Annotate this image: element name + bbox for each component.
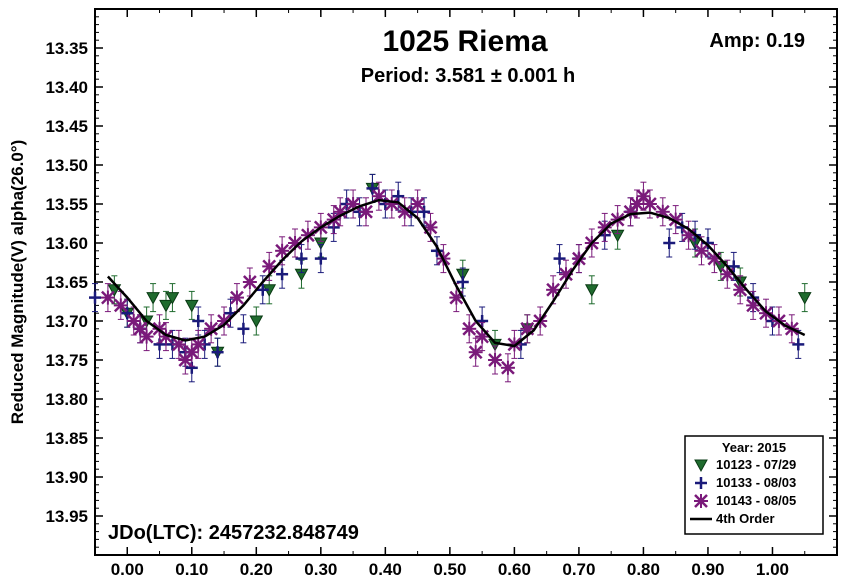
x-tick-label: 0.70	[562, 560, 595, 579]
data-point	[229, 290, 244, 305]
data-point	[500, 360, 515, 375]
data-point	[629, 197, 644, 211]
series-2	[100, 181, 799, 383]
legend-label: 10123 - 07/29	[716, 457, 796, 472]
data-point	[694, 243, 709, 258]
y-tick-label: 13.45	[45, 117, 88, 136]
legend-swatch	[695, 477, 707, 489]
x-tick-label: 1.00	[756, 560, 789, 579]
data-point	[358, 204, 373, 219]
data-point	[113, 298, 128, 313]
x-tick-label: 0.80	[627, 560, 660, 579]
chart-title: 1025 Riema	[382, 25, 547, 58]
x-tick-label: 0.20	[240, 560, 273, 579]
data-point	[262, 259, 277, 274]
data-point	[242, 275, 257, 289]
data-layer	[89, 173, 812, 383]
y-tick-label: 13.95	[45, 507, 88, 526]
legend-swatch	[694, 459, 708, 473]
legend-box	[684, 435, 824, 535]
y-tick-label: 13.65	[45, 273, 88, 292]
data-point	[392, 190, 405, 203]
data-point	[276, 268, 289, 281]
data-point	[488, 353, 503, 367]
jd-label: JDo(LTC): 2457232.848749	[108, 522, 359, 544]
fit-layer	[106, 198, 806, 348]
data-point	[727, 260, 740, 273]
y-tick-label: 13.35	[45, 39, 88, 58]
data-point	[642, 197, 657, 211]
amplitude-label: Amp: 0.19	[709, 30, 805, 52]
x-tick-label: 0.40	[369, 560, 402, 579]
x-tick-label: 0.60	[498, 560, 531, 579]
data-point	[792, 338, 805, 351]
data-point	[100, 290, 115, 305]
data-point	[384, 197, 399, 211]
data-point	[314, 252, 327, 265]
data-point	[759, 306, 774, 321]
y-axis: 13.35 13.40 13.45 13.50 13.55 13.60 13.65 13.70…	[45, 8, 837, 556]
x-tick-label: 0.50	[433, 560, 466, 579]
data-point	[746, 298, 761, 313]
x-tick-label: 0.00	[111, 560, 144, 579]
data-point	[249, 315, 264, 329]
data-point	[139, 329, 154, 344]
data-point	[584, 284, 599, 297]
data-point	[192, 315, 205, 327]
data-point	[597, 220, 612, 235]
data-point	[159, 299, 173, 313]
data-point	[468, 345, 483, 360]
legend-label: 10133 - 08/03	[716, 475, 796, 490]
data-point	[456, 276, 469, 288]
legend: Year: 2015 10123 - 07/29 10133 - 08/03 101…	[684, 435, 824, 535]
data-point	[423, 220, 438, 235]
data-point	[553, 252, 566, 265]
legend-label: 10143 - 08/05	[716, 493, 796, 508]
data-point	[475, 329, 490, 344]
data-point	[295, 252, 308, 265]
data-point	[462, 321, 477, 336]
y-tick-label: 13.40	[45, 78, 88, 97]
x-tick-label: 0.90	[691, 560, 724, 579]
data-point	[520, 321, 535, 336]
x-axis: 0.00 0.10 0.20 0.30 0.40 0.50 0.60 0.70 0.80 0.90…	[94, 9, 838, 579]
y-tick-label: 13.70	[45, 312, 88, 331]
data-point	[256, 283, 269, 296]
x-tick-label: 0.10	[175, 560, 208, 579]
data-point	[797, 292, 812, 305]
y-tick-label: 13.60	[45, 234, 88, 253]
fit-curve	[106, 198, 806, 348]
legend-title: Year: 2015	[722, 440, 786, 455]
data-point	[733, 282, 748, 297]
legend-swatch	[694, 494, 708, 508]
data-point	[191, 337, 206, 352]
legend-label: 4th Order	[716, 511, 775, 526]
data-point	[89, 291, 101, 304]
y-tick-label: 13.50	[45, 156, 88, 175]
y-tick-label: 13.75	[45, 351, 88, 370]
y-tick-label: 13.55	[45, 195, 88, 214]
data-point	[121, 307, 134, 320]
data-point	[165, 292, 180, 305]
data-point	[237, 322, 250, 335]
y-axis-label: Reduced Magnitude(V) alpha(26.0°)	[8, 140, 27, 425]
y-tick-label: 13.80	[45, 390, 88, 409]
data-point	[418, 205, 431, 218]
chart-subtitle: Period: 3.581 ± 0.001 h	[361, 65, 575, 87]
data-point	[663, 237, 676, 249]
data-point	[184, 299, 199, 313]
data-point	[211, 346, 224, 359]
data-point	[366, 182, 379, 195]
y-tick-label: 13.90	[45, 468, 88, 487]
data-point	[146, 292, 160, 305]
y-tick-label: 13.85	[45, 429, 88, 448]
data-point	[410, 197, 425, 211]
x-tick-label: 0.30	[304, 560, 337, 579]
